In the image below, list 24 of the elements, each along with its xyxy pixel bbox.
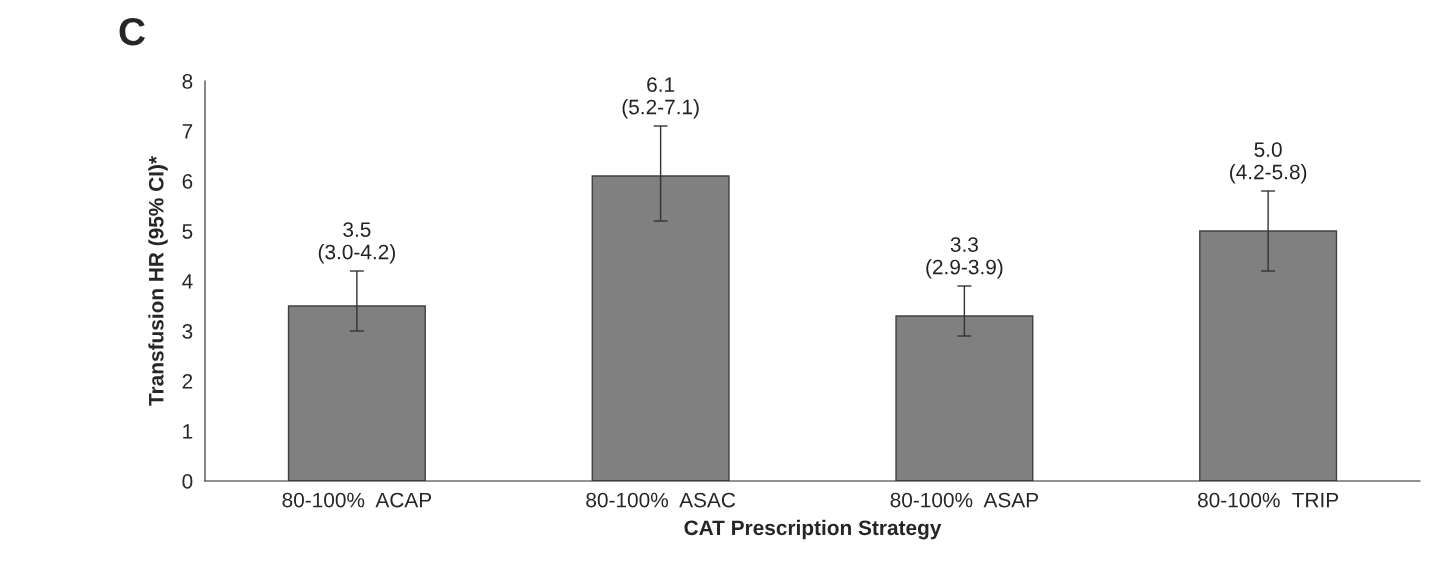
- bar: [1199, 230, 1338, 481]
- data-label: 6.1 (5.2-7.1): [622, 77, 699, 119]
- x-tick-label: 80-100% ASAP: [890, 492, 1038, 508]
- chart-title: C: [119, 17, 146, 46]
- data-label: 3.5 (3.0-4.2): [318, 222, 395, 264]
- y-tick-label: 2: [182, 374, 193, 389]
- data-label: 3.3 (2.9-3.9): [926, 237, 1003, 279]
- y-tick-label: 1: [183, 424, 193, 439]
- x-tick-label: 80-100% TRIP: [1198, 492, 1339, 508]
- y-tick-label: 5: [182, 224, 193, 239]
- y-tick-label: 0: [182, 474, 193, 489]
- y-tick-label: 3: [182, 324, 193, 339]
- x-tick-label: 80-100% ACAP: [282, 492, 432, 508]
- bar: [895, 315, 1034, 481]
- y-tick-label: 8: [182, 74, 193, 89]
- y-tick-label: 4: [182, 274, 193, 289]
- bar: [287, 305, 426, 481]
- y-tick-label: 7: [182, 124, 193, 139]
- y-axis-title: Transfusion HR (95% CI)*: [148, 155, 168, 406]
- x-tick-label: 80-100% ASAC: [586, 492, 736, 508]
- y-tick-label: 6: [182, 174, 193, 189]
- bar: [591, 175, 730, 481]
- data-label: 5.0 (4.2-5.8): [1230, 142, 1307, 184]
- x-axis-title: CAT Prescription Strategy: [684, 519, 942, 540]
